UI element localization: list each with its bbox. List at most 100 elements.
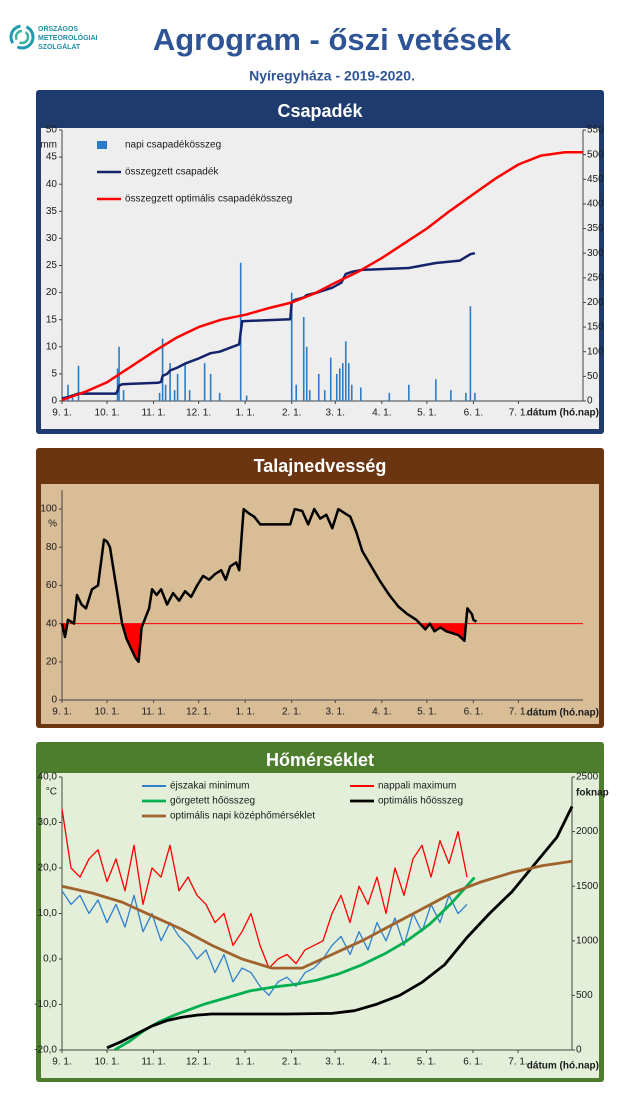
bar [305,346,308,401]
bar [344,341,347,401]
bar [164,384,167,401]
legend-label: összegzett csapadék [125,167,219,178]
y-axis-label: mm [40,140,57,151]
x-tick-label: 10. 1. [95,408,120,419]
legend-label: napi csapadékösszeg [125,140,221,151]
y-tick-label: 50 [46,125,58,136]
panel-title: Hőmérséklet [266,750,374,770]
y-tick-label: 40 [46,179,58,190]
y-tick-label: 20,0 [38,863,58,874]
y-tick-label: 350 [587,223,604,234]
line [113,876,476,1052]
y-tick-label: 2500 [576,772,599,783]
y-tick-label: 400 [587,199,604,210]
bar [350,384,353,401]
bar [188,390,191,401]
bar [77,365,80,401]
logo-mark [9,24,35,50]
y-tick-label: 0,0 [43,954,57,965]
x-tick-label: 1. 1. [235,1057,254,1068]
x-tick-label: 9. 1. [52,1057,71,1068]
x-tick-label: 3. 1. [326,408,345,419]
y-tick-label: 10,0 [38,908,58,919]
y-tick-label: 1000 [576,935,599,946]
bar [158,392,161,401]
legend-label: nappali maximum [378,781,456,792]
x-tick-label: 7. 1. [508,1057,527,1068]
y-tick-label: 30 [46,233,58,244]
y-axis-label: % [48,519,57,530]
logo-text: ORSZÁGOS [38,24,78,33]
bar [173,390,176,401]
x-tick-label: 5. 1. [417,1057,436,1068]
plot-area [41,128,599,429]
y-tick-label: 0 [587,396,593,407]
y-tick-label: 200 [587,297,604,308]
bar [469,306,472,401]
x-tick-label: 10. 1. [94,1057,119,1068]
page-title: Agrogram - őszi vetések [153,22,512,57]
y-tick-label: 40,0 [38,772,58,783]
logo-mark [14,29,30,45]
x-tick-label: 6. 1. [464,408,483,419]
line [106,805,574,1050]
bar [338,368,341,401]
bar [116,368,119,401]
y-tick-label: 30,0 [38,817,58,828]
legend-label: görgetett hőösszeg [170,796,255,807]
y-tick-label: -10,0 [34,999,57,1010]
bar [122,390,125,401]
bar [388,392,391,401]
bar [359,387,362,401]
panel-title: Talajnedvesség [254,456,387,476]
y-tick-label: 5 [51,369,57,380]
bar [67,384,69,401]
bar [323,390,326,401]
y-tick-label: 80 [46,542,58,553]
bar [169,363,171,401]
logo: ORSZÁGOS METEOROLÓGIAI SZOLGÁLAT [9,24,98,51]
x-axis-label: dátum (hó.nap) [527,408,599,419]
y-tick-label: 10 [46,341,58,352]
y-tick-label: 20 [46,656,58,667]
y-tick-label: 0 [576,1045,582,1056]
x-tick-label: 4. 1. [372,707,391,718]
bar [465,392,467,401]
x-tick-label: 11. 1. [141,1057,165,1068]
x-tick-label: 11. 1. [141,408,165,419]
line [61,808,468,969]
x-tick-label: 10. 1. [95,707,120,718]
x-tick-label: 11. 1. [141,707,165,718]
x-tick-label: 1. 1. [235,408,254,419]
logo-text: METEOROLÓGIAI [38,33,98,42]
y-tick-label: 60 [46,580,58,591]
bar [474,392,476,401]
bar [347,363,350,401]
plot-area [41,773,599,1078]
x-tick-label: 7. 1. [509,707,528,718]
y-axis-label: °C [46,787,57,798]
y-tick-label: 300 [587,248,604,259]
panel-title: Csapadék [277,101,363,121]
y-tick-label: 25 [46,260,58,271]
x-tick-label: 2. 1. [282,408,301,419]
bar [295,384,298,401]
x-axis-label: dátum (hó.nap) [527,1061,599,1072]
bar [218,392,221,401]
y-tick-label: 100 [40,504,57,515]
bar [450,390,452,401]
line [60,507,478,664]
line [61,251,476,400]
y-tick-label: -20,0 [34,1045,57,1056]
x-tick-label: 12. 1. [186,707,211,718]
legend-label: éjszakai minimum [170,781,249,792]
plot-area [41,484,599,724]
bar [335,373,338,401]
x-tick-label: 5. 1. [417,707,436,718]
y-tick-label: 450 [587,174,604,185]
y-tick-label: 150 [587,322,604,333]
x-tick-label: 2. 1. [282,707,301,718]
bar [302,316,305,401]
page-subtitle: Nyíregyháza - 2019-2020. [249,68,415,84]
